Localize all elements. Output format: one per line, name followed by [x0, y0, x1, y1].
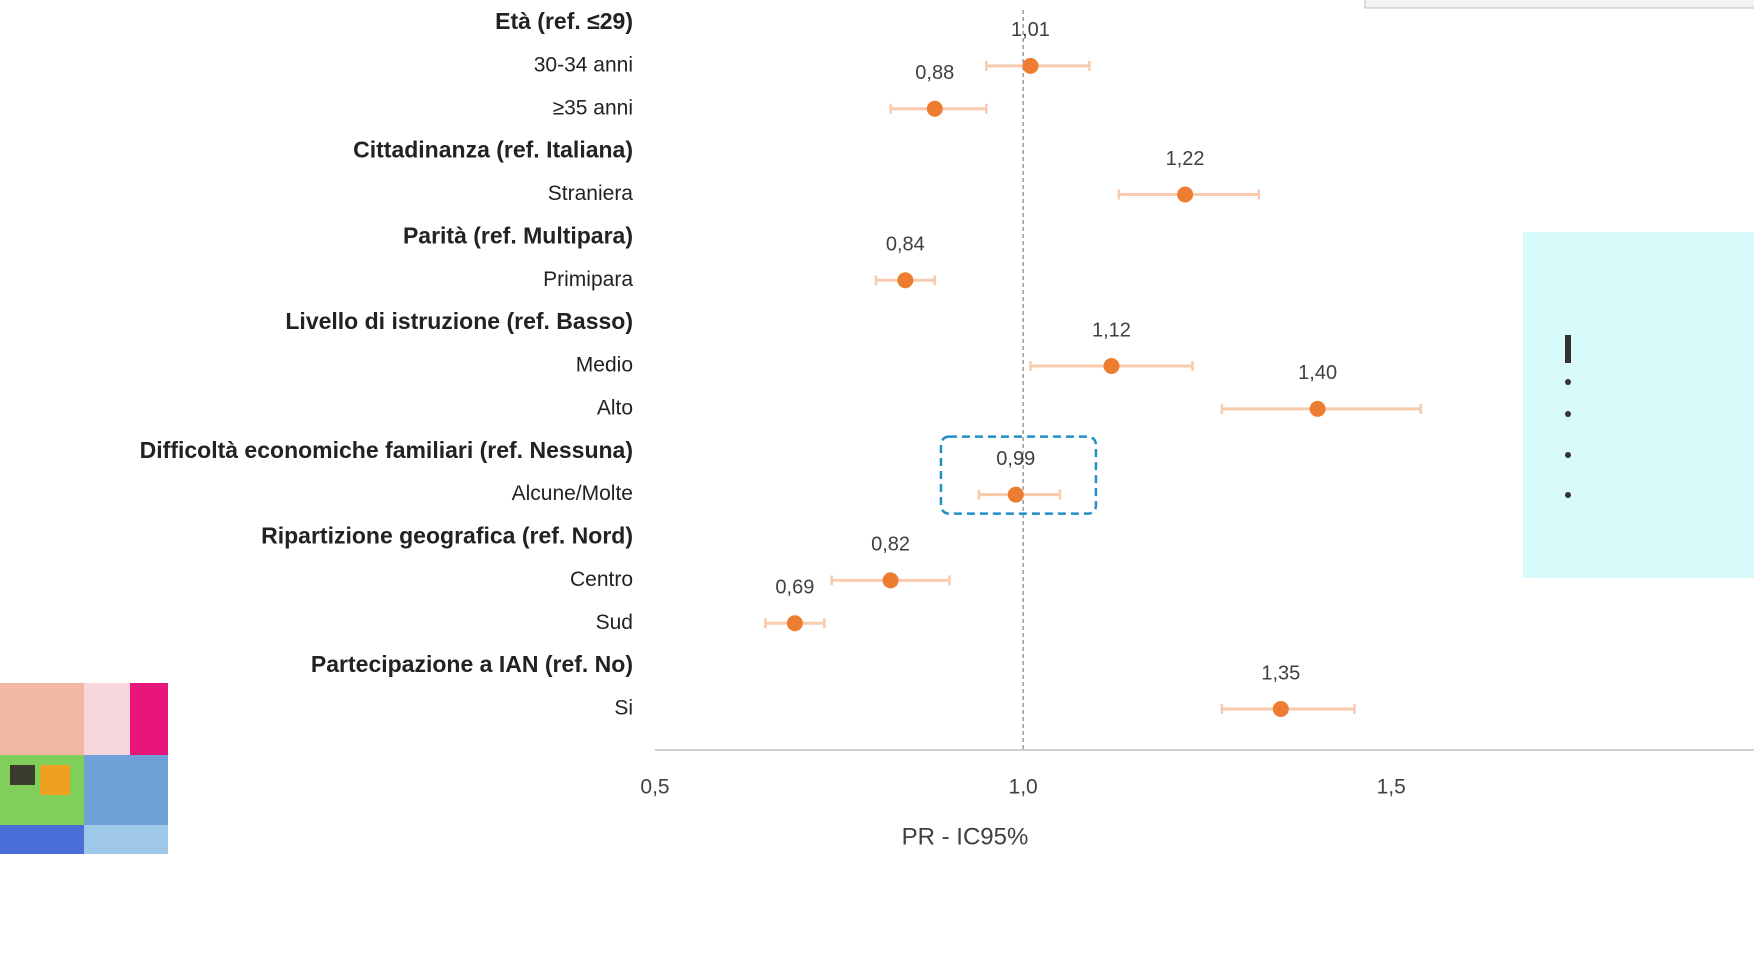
value-label: 1,22: [1166, 148, 1205, 170]
bullet: [1565, 452, 1571, 458]
bullet: [1565, 492, 1571, 498]
category-label: Si: [614, 697, 633, 720]
category-label: Alto: [597, 396, 633, 419]
category-label: Alcune/Molte: [512, 482, 633, 505]
tile: [0, 683, 84, 755]
point: [1022, 57, 1039, 74]
category-label: 30-34 anni: [534, 53, 633, 76]
group-label: Difficoltà economiche familiari (ref. Ne…: [140, 437, 633, 463]
value-label: 1,40: [1298, 362, 1337, 384]
group-label: Età (ref. ≤29): [495, 8, 633, 34]
category-label: ≥35 anni: [553, 96, 633, 119]
note-mark: [1565, 335, 1571, 363]
note-card: [1523, 232, 1754, 578]
x-tick-label: 1,5: [1377, 776, 1406, 799]
group-label: Livello di istruzione (ref. Basso): [285, 308, 633, 334]
value-label: 0,99: [996, 448, 1035, 470]
x-tick-label: 0,5: [640, 776, 669, 799]
value-label: 0,69: [775, 577, 814, 599]
bullet: [1565, 379, 1571, 385]
point: [1177, 186, 1194, 203]
value-label: 1,01: [1011, 19, 1050, 41]
category-label: Primipara: [543, 268, 633, 291]
value-label: 0,84: [886, 234, 925, 256]
group-label: Partecipazione a IAN (ref. No): [311, 651, 633, 677]
group-label: Cittadinanza (ref. Italiana): [353, 137, 633, 163]
tile: [10, 765, 35, 785]
category-label: Straniera: [548, 182, 634, 205]
group-label: Parità (ref. Multipara): [403, 222, 633, 248]
value-label: 0,82: [871, 534, 910, 556]
value-label: 1,35: [1261, 662, 1300, 684]
category-label: Sud: [596, 611, 633, 634]
point: [1272, 701, 1289, 717]
value-label: 1,12: [1092, 319, 1131, 341]
point: [1103, 358, 1120, 374]
category-label: Medio: [576, 354, 633, 377]
highlight-box: [939, 435, 1098, 515]
panel-edge: [1364, 0, 1754, 9]
point: [1309, 400, 1326, 417]
tile: [84, 825, 168, 854]
bullets: [1565, 335, 1571, 498]
x-tick-label: 1,0: [1009, 776, 1038, 799]
value-label: 0,88: [915, 62, 954, 84]
point: [926, 100, 943, 117]
tile: [84, 755, 168, 825]
tile: [130, 683, 168, 755]
bullet: [1565, 411, 1571, 417]
point: [786, 615, 803, 632]
category-label: Centro: [570, 568, 633, 591]
x-axis-title: PR - IC95%: [902, 823, 1029, 850]
point: [897, 272, 914, 289]
thumbnail: [0, 683, 168, 854]
point: [1007, 486, 1024, 503]
point: [882, 572, 899, 589]
tile: [0, 825, 84, 854]
tile: [40, 765, 70, 795]
group-label: Ripartizione geografica (ref. Nord): [261, 523, 633, 549]
